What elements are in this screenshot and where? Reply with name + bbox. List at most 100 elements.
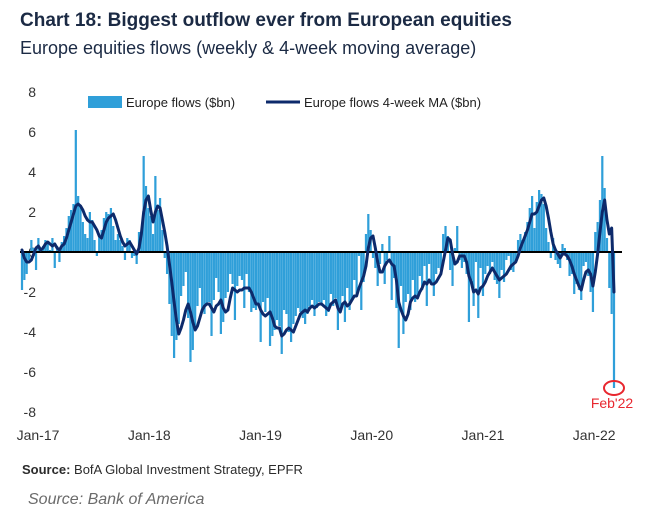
bar — [196, 252, 199, 306]
bar — [479, 252, 482, 268]
legend-line-label: Europe flows 4-week MA ($bn) — [304, 95, 481, 110]
bar — [77, 196, 80, 252]
bar — [187, 252, 190, 318]
bar — [273, 252, 276, 330]
bar — [133, 252, 136, 256]
bar — [182, 252, 185, 286]
legend: Europe flows ($bn) Europe flows 4-week M… — [88, 95, 481, 110]
bar — [346, 252, 349, 288]
bar — [364, 234, 368, 252]
bar — [217, 252, 220, 292]
feb22-annotation: Feb'22 — [591, 380, 633, 411]
bar — [549, 252, 552, 258]
bar — [294, 252, 297, 316]
y-tick-label: 4 — [28, 164, 36, 180]
bar — [336, 252, 339, 330]
bar — [367, 214, 370, 252]
bar — [402, 252, 405, 334]
bar — [500, 252, 503, 270]
bar — [495, 252, 499, 284]
bar — [250, 252, 253, 312]
bar — [605, 238, 609, 252]
bar — [437, 252, 440, 268]
bar — [535, 202, 538, 252]
bar — [53, 252, 56, 268]
bar — [74, 130, 77, 252]
x-tick-label: Jan-22 — [573, 427, 616, 443]
bar — [545, 228, 548, 252]
bar — [245, 252, 248, 274]
bar — [322, 252, 325, 300]
bar — [275, 252, 279, 320]
bar — [587, 252, 590, 276]
bar — [163, 252, 166, 258]
bar — [371, 252, 375, 258]
bar — [439, 252, 442, 270]
legend-bar-swatch — [88, 96, 122, 108]
bar — [198, 252, 201, 288]
bar — [88, 212, 91, 252]
bar — [456, 226, 459, 252]
bar — [484, 252, 487, 274]
bar — [435, 252, 438, 274]
bar — [493, 252, 496, 280]
bar — [151, 234, 155, 252]
bar — [547, 242, 550, 252]
bar — [528, 208, 531, 252]
bar — [530, 196, 534, 252]
bar — [285, 252, 288, 314]
bar — [58, 252, 61, 262]
bar — [406, 252, 410, 294]
bar — [502, 252, 506, 282]
bar — [247, 252, 251, 292]
bar — [180, 252, 183, 296]
footer-source: Source: Bank of America — [28, 491, 205, 508]
bar — [229, 252, 232, 274]
bar — [308, 252, 311, 306]
bar — [144, 186, 148, 252]
bar — [147, 208, 150, 252]
bar — [156, 210, 159, 252]
bar — [563, 248, 566, 252]
bar — [203, 252, 206, 314]
bar — [341, 252, 344, 296]
bar — [334, 252, 337, 298]
bar — [84, 234, 87, 252]
x-tick-label: Jan-21 — [462, 427, 505, 443]
y-tick-label: -4 — [24, 324, 37, 340]
bar — [477, 252, 480, 318]
bar — [554, 252, 557, 260]
bar — [210, 252, 213, 336]
bar — [442, 234, 445, 252]
bar — [601, 156, 604, 252]
source-label: Source: — [22, 462, 71, 477]
x-tick-label: Jan-18 — [128, 427, 171, 443]
bar — [357, 252, 361, 256]
bar — [353, 252, 356, 280]
bar — [444, 226, 447, 252]
bar — [252, 252, 255, 308]
bar — [254, 252, 258, 310]
bar — [215, 252, 218, 278]
bar — [177, 252, 180, 324]
bar — [165, 252, 169, 274]
bar — [332, 252, 335, 306]
bar — [432, 252, 435, 296]
source-line: Source: BofA Global Investment Strategy,… — [22, 462, 303, 477]
bar — [374, 252, 377, 268]
x-axis-ticks: Jan-17 Jan-18 Jan-19 Jan-20 Jan-21 Jan-22 — [17, 427, 616, 443]
bar — [205, 252, 208, 304]
bar — [149, 216, 152, 252]
bar — [86, 238, 89, 252]
bar — [315, 252, 318, 308]
bar — [453, 248, 456, 252]
bar — [430, 252, 433, 284]
bar — [231, 252, 234, 284]
bar — [116, 234, 120, 252]
bar — [271, 252, 274, 336]
bar — [467, 252, 471, 322]
bar — [428, 252, 431, 264]
bar — [540, 194, 543, 252]
bar — [376, 252, 379, 286]
